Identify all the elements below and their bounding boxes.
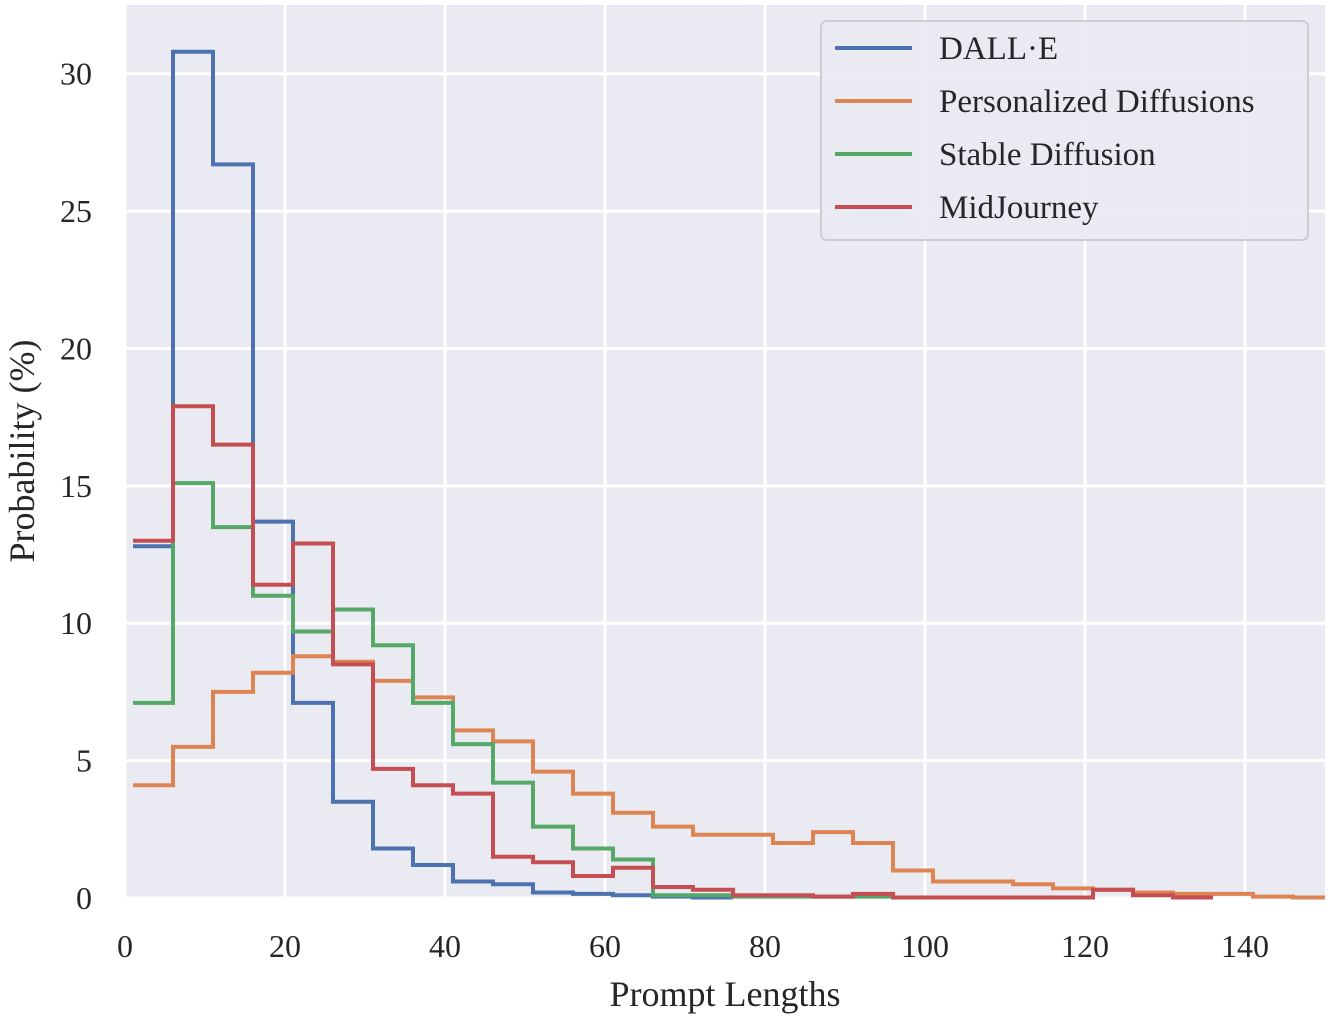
x-tick-label: 120 [1061,928,1109,964]
y-tick-label: 30 [60,56,92,92]
legend-label-midjourney: MidJourney [939,190,1099,226]
x-tick-label: 20 [269,928,301,964]
y-gridlines [125,72,1325,900]
x-tick-label: 140 [1221,928,1269,964]
x-tick-label: 40 [429,928,461,964]
y-axis-label: Probability (%) [2,340,42,563]
x-tick-label: 80 [749,928,781,964]
x-tick-label: 0 [117,928,133,964]
series-lines [133,49,1325,900]
legend: DALL·E Personalized Diffusions Stable Di… [820,20,1309,241]
y-tick-label: 25 [60,193,92,229]
y-tick-label: 5 [76,743,92,779]
y-tick-label: 15 [60,468,92,504]
legend-label-stable-diffusion: Stable Diffusion [939,137,1156,173]
x-axis-label: Prompt Lengths [610,974,841,1014]
y-tick-label: 20 [60,330,92,366]
series-line-dall-e [133,49,733,900]
x-tick-label: 60 [589,928,621,964]
legend-label-dalle: DALL·E [939,31,1058,67]
x-tick-label: 100 [901,928,949,964]
legend-box [820,20,1309,241]
y-tick-label: 10 [60,605,92,641]
legend-label-personalized-diffusions: Personalized Diffusions [939,84,1255,120]
y-tick-labels: 0 5 10 15 20 25 30 [60,56,92,916]
x-tick-labels: 0 20 40 60 80 100 120 140 [117,928,1269,964]
y-tick-label: 0 [76,880,92,916]
series-line-midjourney [133,404,1213,900]
